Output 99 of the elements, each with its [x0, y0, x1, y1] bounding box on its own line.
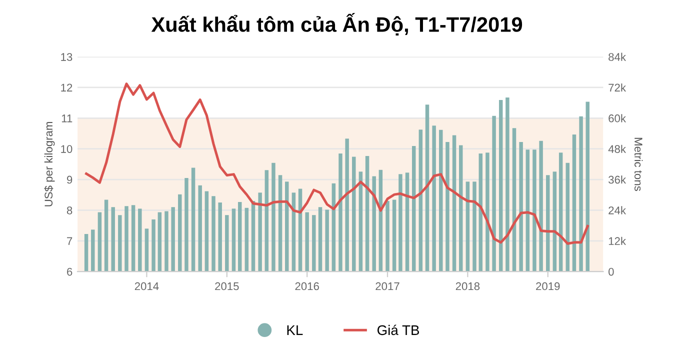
bar	[338, 153, 342, 272]
bar	[218, 202, 222, 272]
y2-tick-label: 72k	[608, 83, 626, 92]
bar	[532, 150, 536, 272]
x-tick-label: 2019	[536, 282, 560, 290]
bar	[111, 207, 115, 272]
bar	[124, 206, 128, 272]
y2-tick-label: 12k	[608, 236, 626, 245]
y2-tick-label: 84k	[608, 52, 626, 61]
bar	[452, 135, 456, 272]
bar	[472, 182, 476, 272]
bar	[144, 228, 149, 272]
bar	[238, 202, 242, 272]
bar	[418, 130, 423, 272]
bar	[519, 142, 523, 272]
x-tick-label: 2016	[295, 282, 319, 290]
bar	[118, 215, 122, 272]
y-tick-label: 11	[62, 114, 72, 122]
y-tick-label: 8	[66, 206, 72, 214]
bar	[264, 170, 269, 272]
chart-title: Xuất khẩu tôm của Ấn Độ, T1-T7/2019	[151, 13, 522, 36]
bar	[138, 208, 142, 272]
y2-tick-label: 48k	[608, 144, 626, 153]
y-tick-label: 9	[66, 176, 72, 184]
bar	[586, 102, 590, 272]
bar	[486, 152, 490, 272]
y-tick-label: 12	[61, 84, 72, 92]
bar	[258, 192, 262, 272]
bar	[171, 207, 175, 272]
bar	[312, 215, 316, 272]
bar	[158, 212, 162, 272]
y2-tick-label: 36k	[608, 176, 626, 184]
bar	[566, 162, 570, 272]
bar	[372, 176, 376, 272]
bar	[84, 234, 88, 272]
bar	[459, 145, 463, 272]
x-tick-label: 2018	[456, 282, 480, 290]
bar	[104, 200, 108, 272]
bar	[558, 152, 563, 272]
bar	[345, 138, 349, 272]
bar	[492, 116, 496, 272]
bar	[478, 153, 483, 272]
x-tick-label: 2015	[215, 282, 239, 290]
bar	[278, 175, 282, 272]
bar	[432, 126, 436, 272]
bar	[579, 116, 583, 272]
bar	[98, 212, 102, 272]
bar	[572, 134, 576, 272]
bar	[552, 172, 557, 272]
y2-tick-label: 60k	[608, 114, 626, 122]
bar	[365, 156, 370, 272]
y2-tick-label: 0	[608, 268, 614, 276]
bar	[178, 194, 182, 272]
bar	[358, 172, 363, 272]
y-tick-label: 6	[67, 268, 72, 276]
y2-axis-title: Metric tons	[634, 138, 643, 191]
bar	[131, 205, 136, 272]
bar	[439, 130, 443, 272]
bar	[325, 210, 329, 272]
bar	[412, 146, 416, 272]
bar	[164, 211, 168, 272]
bar	[204, 191, 209, 272]
bar	[512, 128, 516, 272]
bar	[225, 215, 229, 272]
x-tick-label: 2017	[376, 282, 400, 290]
bar	[352, 156, 356, 272]
bar	[305, 212, 309, 272]
bar	[244, 208, 249, 272]
bar	[398, 174, 402, 272]
bar	[212, 196, 216, 272]
legend-label: KL	[287, 325, 303, 335]
bar	[198, 185, 202, 272]
bar	[526, 150, 530, 272]
bar	[392, 200, 396, 272]
y-axis-title: US$ per kilogram	[44, 122, 55, 206]
legend-label: Giá TB	[377, 324, 420, 336]
line-series	[85, 82, 589, 245]
y-tick-label: 13	[61, 53, 72, 61]
bar	[191, 168, 196, 272]
bar	[91, 230, 95, 272]
bar	[466, 182, 470, 272]
bar	[318, 207, 322, 272]
bar	[425, 104, 430, 272]
y-tick-label: 10	[61, 145, 72, 153]
bar	[272, 162, 276, 272]
y2-tick-label: 24k	[608, 206, 626, 214]
x-tick-label: 2014	[134, 282, 159, 290]
bar	[446, 142, 450, 272]
bar	[184, 178, 188, 272]
bar	[506, 97, 510, 272]
bar	[498, 100, 503, 272]
bar	[285, 182, 289, 272]
y-tick-label: 7	[67, 237, 72, 245]
bar	[232, 208, 236, 272]
bar	[386, 201, 390, 272]
bar	[539, 140, 543, 272]
bar	[405, 172, 410, 272]
bar	[152, 219, 156, 272]
bar	[546, 175, 550, 272]
